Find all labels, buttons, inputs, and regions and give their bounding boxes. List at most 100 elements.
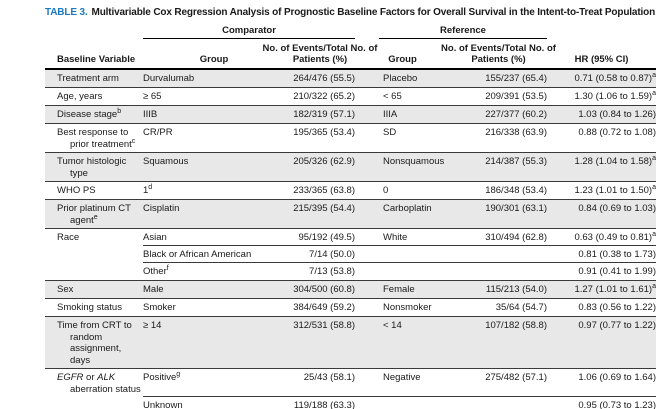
cell-comparator-events: 95/192 (49.5) <box>298 232 355 243</box>
table-row: Tumor histologic type Squamous 205/326 (62… <box>45 152 656 181</box>
cell-baseline-variable: WHO PS <box>57 185 96 196</box>
comparator-spanner: Comparator <box>143 25 355 39</box>
cell-comparator-group: Durvalumab <box>143 73 195 84</box>
cell-comparator-events: 304/500 (60.8) <box>293 284 355 295</box>
cell-reference-events: 310/494 (62.8) <box>485 232 547 243</box>
table-row: Sex Male 304/500 (60.8) Female 115/213 (54.0… <box>45 280 656 298</box>
cell-comparator-group: ≥ 65 <box>143 91 162 102</box>
cell-comparator-group: 1d <box>143 183 153 196</box>
cell-baseline-variable: EGFR or ALK aberration status <box>57 372 141 395</box>
cell-reference-group: 0 <box>383 185 389 196</box>
header-comparator-group: Group <box>199 54 229 65</box>
reference-spanner: Reference <box>379 25 547 39</box>
cell-hr-value: 0.81 (0.38 to 1.73) <box>578 249 656 260</box>
cell-comparator-events: 7/14 (50.0) <box>309 249 355 260</box>
cell-comparator-group: IIIB <box>143 109 158 120</box>
table-row: EGFR or ALK aberration status Positiveg 25… <box>45 368 656 397</box>
cell-reference-events: 209/391 (53.5) <box>485 91 547 102</box>
cell-hr-value: 1.23 (1.01 to 1.50)a <box>574 183 656 196</box>
cell-comparator-events: 205/326 (62.9) <box>293 156 355 167</box>
cell-hr-value: 0.71 (0.58 to 0.87)a <box>574 71 656 84</box>
cell-reference-events: 190/301 (63.1) <box>485 203 547 214</box>
cell-reference-group: SD <box>383 127 397 138</box>
table-row: Time from CRT to random assignment, days… <box>45 316 656 368</box>
cell-reference-group: Nonsmoker <box>383 302 432 313</box>
cell-hr-value: 1.06 (0.69 to 1.64) <box>578 372 656 383</box>
cell-comparator-events: 215/395 (54.4) <box>293 203 355 214</box>
cell-reference-events: 186/348 (53.4) <box>485 185 547 196</box>
cell-reference-group: < 14 <box>383 320 402 331</box>
table-row: Smoking status Smoker 384/649 (59.2) Nonsmo… <box>45 298 656 316</box>
cell-hr-value: 0.63 (0.49 to 0.81)a <box>574 230 656 243</box>
table-row: Treatment arm Durvalumab 264/476 (55.5) Pla… <box>45 70 656 87</box>
cell-hr-value: 0.84 (0.69 to 1.03) <box>578 203 656 214</box>
cell-comparator-group: Positiveg <box>143 370 181 383</box>
header-comparator-events: No. of Events/Total No. of Patients (%) <box>262 43 378 65</box>
cell-reference-group: Female <box>383 284 415 295</box>
cell-hr-value: 0.88 (0.72 to 1.08) <box>578 127 656 138</box>
cell-baseline-variable: Race <box>57 232 80 243</box>
table-title-text: Multivariable Cox Regression Analysis of… <box>91 7 656 18</box>
cell-comparator-group: Squamous <box>143 156 189 167</box>
table-row: Unknown 119/188 (63.3) 0.95 (0.73 to 1.23) <box>45 396 656 409</box>
header-hr-ci: HR (95% CI) <box>574 54 629 65</box>
table-row: Age, years ≥ 65 210/322 (65.2) < 65 209/391 … <box>45 87 656 105</box>
cell-comparator-events: 233/365 (63.8) <box>293 185 355 196</box>
cell-hr-value: 0.97 (0.77 to 1.22) <box>578 320 656 331</box>
cell-reference-group: Negative <box>383 372 421 383</box>
cell-baseline-variable: Prior platinum CT agente <box>57 203 131 226</box>
cell-comparator-group: Otherf <box>143 264 169 277</box>
cell-comparator-events: 119/188 (63.3) <box>293 400 355 409</box>
indented-row-separator <box>143 262 656 263</box>
cell-comparator-group: Black or African American <box>143 249 252 260</box>
cell-baseline-variable: Sex <box>57 284 74 295</box>
table-row: Prior platinum CT agente Cisplatin 215/395… <box>45 199 656 228</box>
cell-comparator-group: Unknown <box>143 400 183 409</box>
cell-comparator-events: 264/476 (55.5) <box>293 73 355 84</box>
cell-hr-value: 0.83 (0.56 to 1.22) <box>578 302 656 313</box>
cell-baseline-variable: Tumor histologic type <box>57 156 127 179</box>
cell-hr-value: 1.30 (1.06 to 1.59)a <box>574 89 656 102</box>
cell-baseline-variable: Smoking status <box>57 302 122 313</box>
cell-baseline-variable: Best response to prior treatmentc <box>57 127 136 150</box>
table-row: Otherf 7/13 (53.8) 0.91 (0.41 to 1.99) <box>45 262 656 280</box>
cell-reference-events: 214/387 (55.3) <box>485 156 547 167</box>
cell-reference-group: < 65 <box>383 91 402 102</box>
cell-comparator-events: 182/319 (57.1) <box>293 109 355 120</box>
cell-comparator-group: ≥ 14 <box>143 320 162 331</box>
table-row: Disease stageb IIIB 182/319 (57.1) IIIA 227/… <box>45 105 656 123</box>
cell-baseline-variable: Time from CRT to random assignment, days <box>57 320 132 366</box>
table-row: Best response to prior treatmentc CR/PR 19… <box>45 123 656 152</box>
cell-reference-events: 107/182 (58.8) <box>485 320 547 331</box>
cell-comparator-events: 312/531 (58.8) <box>293 320 355 331</box>
cell-reference-events: 115/213 (54.0) <box>485 284 547 295</box>
cell-comparator-group: CR/PR <box>143 127 173 138</box>
cell-comparator-group: Asian <box>143 232 167 243</box>
table-number-label: TABLE 3. <box>45 7 88 18</box>
cell-comparator-events: 384/649 (59.2) <box>293 302 355 313</box>
table-row: Race Asian 95/192 (49.5) White 310/494 (62.8… <box>45 228 656 246</box>
header-reference-group: Group <box>388 54 417 65</box>
indented-row-separator <box>143 245 656 246</box>
column-header-row: Baseline Variable Group No. of Events/To… <box>45 39 656 70</box>
cell-hr-value: 1.03 (0.84 to 1.26) <box>578 109 656 120</box>
header-reference-events: No. of Events/Total No. of Patients (%) <box>441 43 556 65</box>
cell-reference-group: White <box>383 232 408 243</box>
cell-reference-events: 275/482 (57.1) <box>485 372 547 383</box>
cell-hr-value: 0.91 (0.41 to 1.99) <box>578 266 656 277</box>
table-title: TABLE 3. Multivariable Cox Regression Ana… <box>45 7 656 18</box>
cell-comparator-group: Smoker <box>143 302 176 313</box>
cell-baseline-variable: Age, years <box>57 91 103 102</box>
cell-reference-group: Carboplatin <box>383 203 432 214</box>
header-baseline-variable: Baseline Variable <box>57 54 136 65</box>
cell-comparator-events: 7/13 (53.8) <box>309 266 355 277</box>
cell-comparator-events: 25/43 (58.1) <box>303 372 355 383</box>
table-row: Black or African American 7/14 (50.0) 0.81… <box>45 245 656 263</box>
indented-row-separator <box>143 396 656 397</box>
cell-reference-group: Nonsquamous <box>383 156 445 167</box>
cell-comparator-group: Male <box>143 284 164 295</box>
cell-baseline-variable: Treatment arm <box>57 73 119 84</box>
cell-hr-value: 1.28 (1.04 to 1.58)a <box>574 154 656 167</box>
cell-comparator-group: Cisplatin <box>143 203 180 214</box>
